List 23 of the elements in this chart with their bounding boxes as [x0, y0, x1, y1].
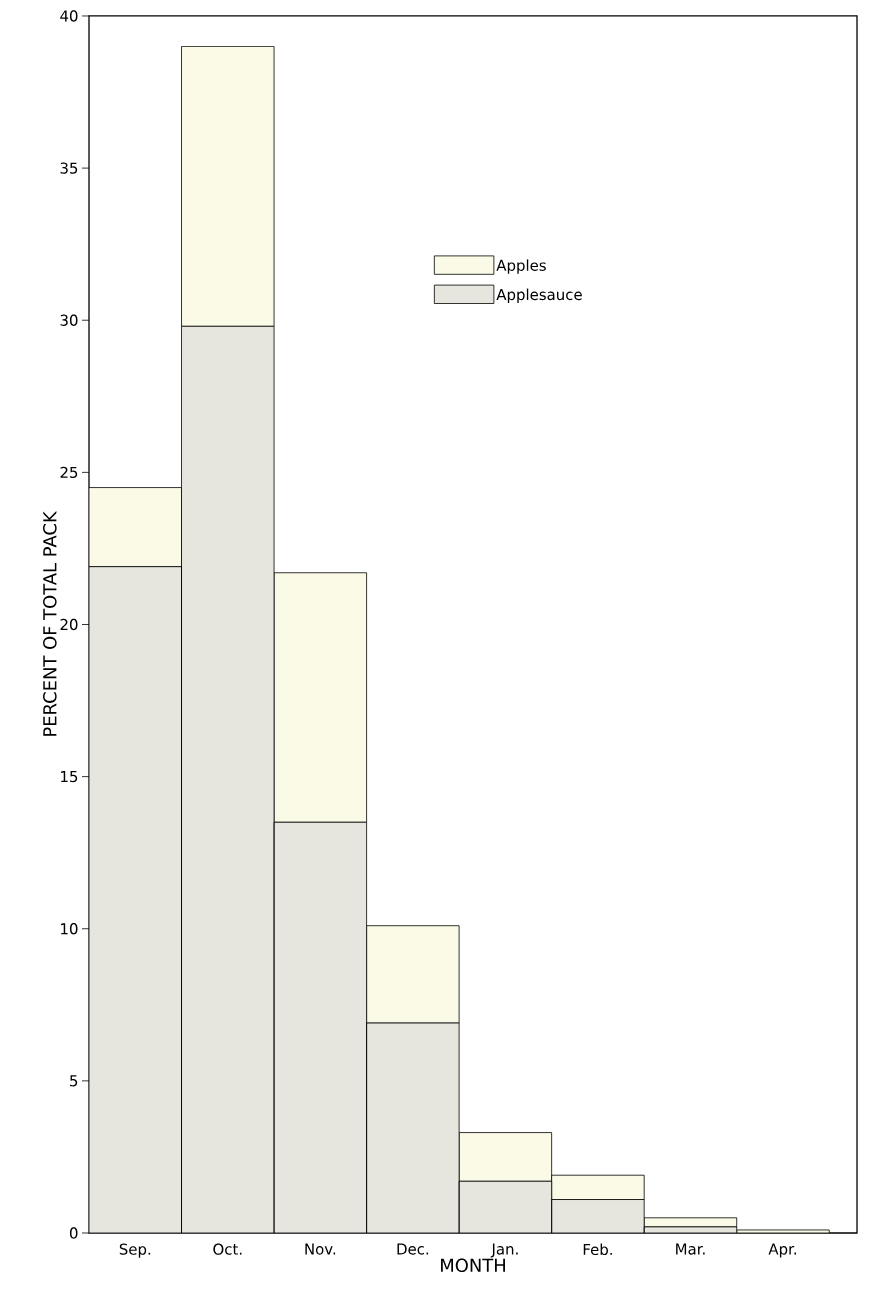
x-tick-label: Apr.	[768, 1243, 796, 1258]
x-tick-label: Mar.	[676, 1243, 705, 1255]
x-tick-label: Nov.	[305, 1243, 336, 1255]
y-tick-label: 15	[61, 771, 78, 783]
x-tick-label: Dec.	[397, 1243, 429, 1255]
x-tick-label: Jan.	[490, 1243, 518, 1258]
y-tick-label: 10	[61, 923, 78, 935]
y-tick-label: 35	[60, 162, 78, 174]
y-tick-label: 40	[60, 10, 78, 22]
y-tick-label: 25	[60, 466, 78, 479]
legend-label: Applesauce	[496, 288, 582, 304]
x-tick-label: Oct.	[213, 1243, 242, 1255]
y-tick-label: 5	[70, 1075, 78, 1087]
bar	[273, 572, 367, 823]
x-tick-label: Feb.	[583, 1243, 612, 1256]
legend-label: Apples	[496, 259, 546, 274]
y-tick-label: 0	[69, 1227, 78, 1239]
bar	[366, 925, 460, 1024]
y-tick-label: 20	[60, 618, 78, 631]
x-axis-title: MONTH	[441, 1258, 505, 1273]
x-tick-label: Sep.	[119, 1243, 151, 1258]
y-axis-title: PERCENT OF TOTAL PACK	[43, 510, 57, 736]
y-tick-label: 30	[60, 314, 78, 326]
